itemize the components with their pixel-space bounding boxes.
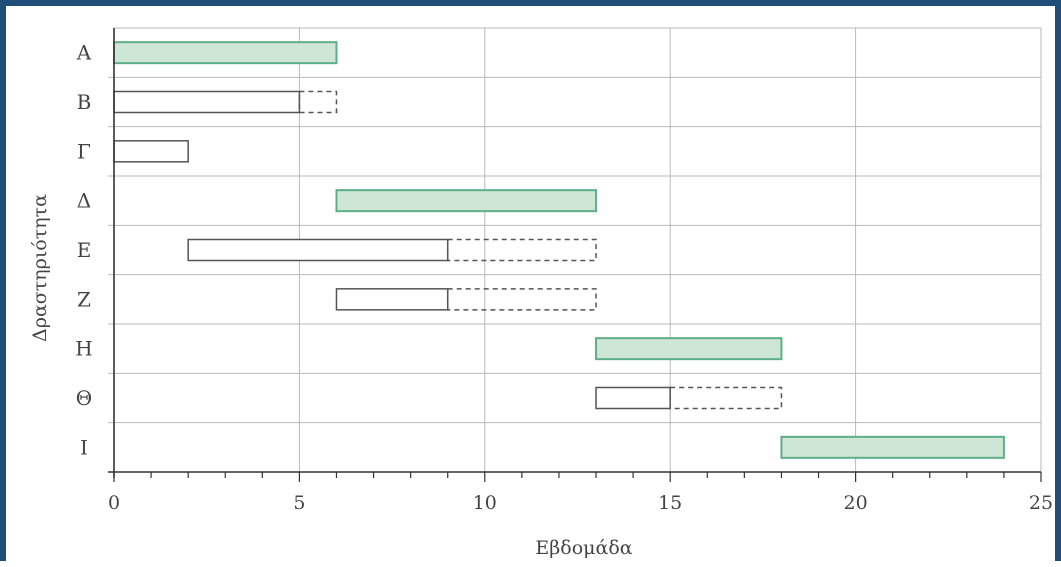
slack-bar bbox=[446, 288, 597, 311]
x-tick-label: 0 bbox=[108, 492, 120, 514]
activity-bar bbox=[595, 386, 671, 410]
labels: 0 5 10 15 20 25 Α Β Γ Δ Ε Ζ Η Θ Ι bbox=[75, 41, 1053, 514]
x-axis-label: Εβδομάδα bbox=[535, 537, 632, 559]
axes bbox=[108, 28, 1042, 482]
x-tick-label: 20 bbox=[844, 492, 868, 514]
category-label: Ε bbox=[77, 238, 92, 262]
slack-bar bbox=[298, 90, 338, 114]
bars bbox=[113, 41, 1005, 459]
category-label: Δ bbox=[77, 189, 91, 213]
critical-bar bbox=[780, 435, 1005, 459]
category-label: Ι bbox=[80, 435, 88, 459]
x-tick-label: 25 bbox=[1029, 492, 1053, 514]
activity-bar bbox=[335, 288, 449, 311]
x-tick-label: 5 bbox=[293, 492, 305, 514]
critical-bar bbox=[335, 189, 598, 213]
category-label: Β bbox=[77, 90, 92, 114]
category-label: Ζ bbox=[77, 287, 91, 311]
category-label: Θ bbox=[76, 386, 92, 410]
x-tick-label: 10 bbox=[473, 492, 497, 514]
activity-bar bbox=[113, 90, 301, 114]
slack-bar bbox=[446, 238, 597, 262]
activity-bar bbox=[113, 140, 189, 163]
category-label: Γ bbox=[77, 139, 91, 163]
slack-bar bbox=[669, 386, 783, 410]
grid bbox=[108, 27, 1042, 472]
activity-bar bbox=[187, 238, 449, 262]
critical-bar bbox=[595, 337, 783, 361]
category-label: Η bbox=[75, 337, 92, 361]
x-tick-label: 15 bbox=[658, 492, 682, 514]
critical-bar bbox=[113, 41, 338, 65]
category-label: Α bbox=[76, 41, 92, 65]
gantt-chart: 0 5 10 15 20 25 Α Β Γ Δ Ε Ζ Η Θ Ι Εβδομάδα Δραστηριότη… bbox=[29, 27, 1053, 559]
y-axis-label: Δραστηριότητα bbox=[29, 194, 51, 342]
